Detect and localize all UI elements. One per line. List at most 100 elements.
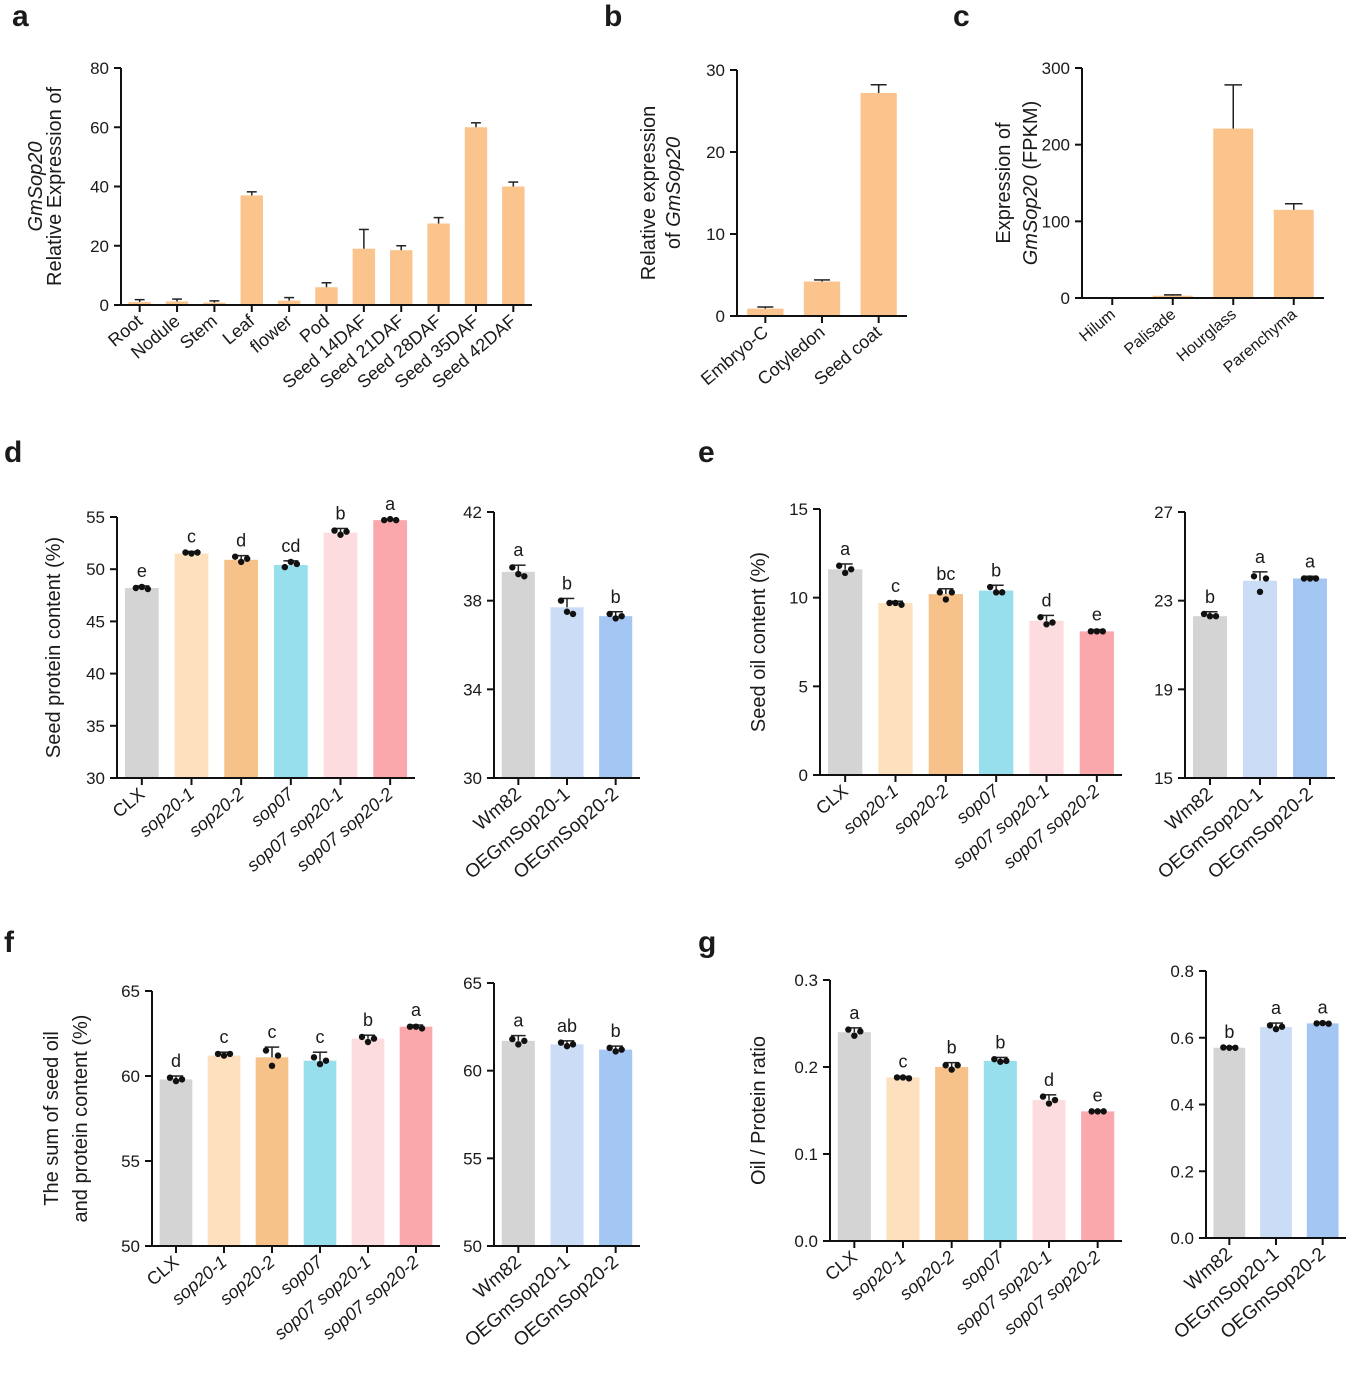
category-label: CLX bbox=[143, 1252, 183, 1290]
data-point bbox=[509, 1035, 516, 1043]
significance-letter: a bbox=[513, 540, 524, 560]
data-point bbox=[886, 599, 893, 607]
significance-letter: d bbox=[171, 1051, 181, 1071]
significance-letter: b bbox=[995, 1032, 1005, 1052]
data-point bbox=[172, 1077, 180, 1085]
data-point bbox=[893, 1074, 901, 1081]
data-point bbox=[1100, 1108, 1107, 1115]
y-axis-label: Relative Expression of bbox=[44, 87, 66, 286]
significance-letter: b bbox=[611, 587, 621, 607]
bar bbox=[255, 1057, 289, 1246]
data-point bbox=[1094, 1108, 1101, 1115]
data-point bbox=[226, 1050, 234, 1058]
bar bbox=[550, 607, 584, 778]
data-point bbox=[845, 1026, 852, 1033]
y-tick-label: 60 bbox=[121, 1067, 140, 1086]
bar bbox=[1293, 578, 1327, 778]
y-tick-label: 55 bbox=[86, 508, 105, 527]
significance-letter: c bbox=[220, 1027, 229, 1047]
bar bbox=[860, 92, 897, 317]
panel-label-c: c bbox=[953, 0, 970, 33]
category-label: sop20-1 bbox=[839, 781, 902, 838]
data-point bbox=[178, 1076, 186, 1083]
bar bbox=[464, 127, 488, 305]
bar bbox=[935, 1067, 969, 1241]
bar bbox=[128, 302, 151, 305]
bar bbox=[502, 186, 525, 305]
data-point bbox=[1272, 1025, 1280, 1033]
y-tick-label: 10 bbox=[789, 589, 808, 608]
bar bbox=[1032, 1100, 1066, 1241]
bar bbox=[390, 250, 413, 305]
significance-letter: b bbox=[335, 503, 345, 523]
data-point bbox=[1232, 1044, 1239, 1051]
panel-label-b: b bbox=[604, 0, 622, 33]
bar bbox=[828, 569, 863, 775]
data-point bbox=[557, 597, 565, 604]
data-point bbox=[948, 1066, 955, 1073]
bar bbox=[550, 1044, 584, 1246]
data-point bbox=[1039, 1093, 1047, 1100]
panel-label-a: a bbox=[12, 0, 29, 33]
bar bbox=[159, 1079, 193, 1246]
data-point bbox=[557, 1039, 565, 1046]
bar bbox=[747, 308, 784, 316]
data-point bbox=[892, 599, 899, 607]
significance-letter: e bbox=[1093, 1086, 1103, 1106]
data-point bbox=[1312, 575, 1320, 582]
bar bbox=[351, 1038, 385, 1246]
y-tick-label: 300 bbox=[1042, 59, 1070, 78]
category-label: sop20-2 bbox=[216, 1252, 279, 1309]
data-point bbox=[310, 1054, 318, 1061]
y-tick-label: 0 bbox=[100, 296, 109, 315]
y-tick-label: 27 bbox=[1154, 503, 1173, 522]
bar bbox=[1081, 1111, 1115, 1241]
bar bbox=[373, 520, 408, 778]
y-axis-label: Relative expression bbox=[638, 106, 660, 281]
data-point bbox=[1226, 1044, 1233, 1051]
significance-letter: bc bbox=[936, 564, 955, 584]
data-point bbox=[1306, 575, 1314, 582]
category-label: Hilum bbox=[1077, 306, 1119, 345]
y-axis-label: of GmSop20 bbox=[663, 137, 685, 249]
data-point bbox=[194, 549, 201, 556]
y-tick-label: 0.6 bbox=[1170, 1029, 1194, 1048]
y-axis-label: Seed oil content (%) bbox=[748, 552, 770, 732]
data-point bbox=[1256, 588, 1264, 595]
y-axis-label: Expression of bbox=[993, 122, 1015, 244]
data-point bbox=[293, 560, 301, 568]
y-tick-label: 30 bbox=[86, 769, 105, 788]
y-tick-label: 20 bbox=[90, 237, 109, 256]
data-point bbox=[243, 555, 251, 562]
data-point bbox=[618, 1046, 625, 1053]
significance-letter: e bbox=[137, 561, 147, 581]
data-point bbox=[1313, 1020, 1320, 1027]
y-tick-label: 40 bbox=[86, 665, 105, 684]
bar bbox=[886, 1077, 920, 1241]
significance-letter: b bbox=[947, 1038, 957, 1058]
data-point bbox=[835, 562, 843, 569]
data-point bbox=[515, 570, 522, 578]
y-axis-label: and protein content (%) bbox=[70, 1015, 92, 1223]
bar bbox=[315, 287, 338, 305]
y-axis-label: The sum of seed oil bbox=[41, 1031, 63, 1206]
bar bbox=[1306, 1023, 1339, 1238]
data-point bbox=[220, 1052, 228, 1059]
bar bbox=[203, 302, 226, 305]
significance-letter: cd bbox=[281, 536, 300, 556]
data-point bbox=[1200, 610, 1208, 618]
bar bbox=[1193, 616, 1227, 778]
bar bbox=[928, 594, 963, 775]
data-point bbox=[1099, 628, 1107, 635]
data-point bbox=[237, 558, 245, 566]
bar bbox=[240, 195, 263, 305]
bar bbox=[303, 1060, 337, 1246]
y-tick-label: 15 bbox=[789, 500, 808, 519]
bar bbox=[352, 248, 376, 305]
bar bbox=[1243, 580, 1277, 778]
y-axis-label: GmSop20 (FPKM) bbox=[1020, 101, 1042, 266]
data-point bbox=[231, 553, 239, 560]
